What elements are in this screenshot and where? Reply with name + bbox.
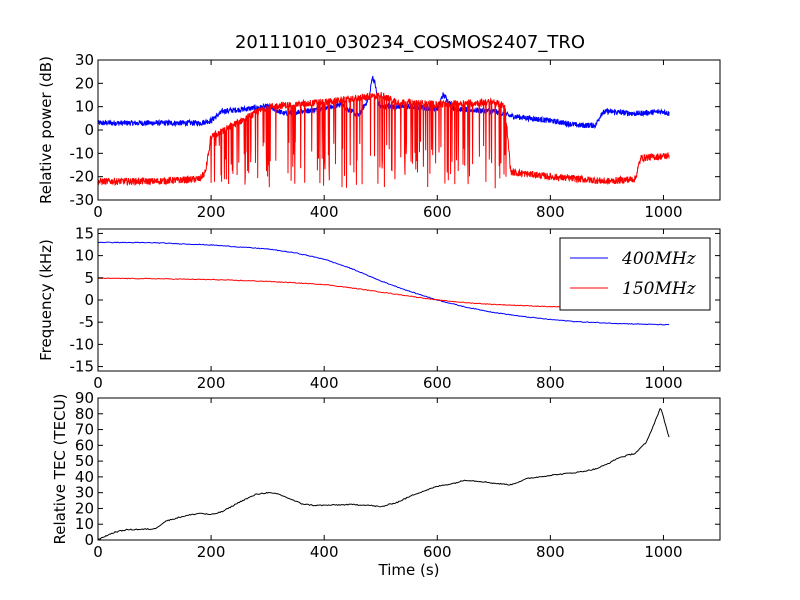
relative-tec-xtick-label: 200 (197, 543, 226, 561)
frequency-series-1-line (98, 241, 670, 326)
relative-tec-ytick-label: 50 (75, 452, 94, 470)
frequency-ylabel: Frequency (kHz) (37, 239, 55, 361)
relative-power-series-1-line (98, 75, 670, 130)
relative-tec-ytick-label: 30 (75, 484, 94, 502)
relative-tec-ytick-label: 90 (75, 389, 94, 407)
panel-frequency: 0 200 400 600 800 1000 -15 -10 -5 0 5 10 15 Frequency… (37, 224, 721, 392)
relative-tec-ytick-label: 40 (75, 468, 94, 486)
frequency-xtick-label: 200 (197, 374, 226, 392)
relative-tec-series-1-line (98, 407, 670, 540)
relative-power-xtick-label: 0 (93, 203, 103, 221)
frequency-ytick-label: 5 (84, 269, 94, 287)
relative-tec-xtick-label: 600 (423, 543, 452, 561)
relative-power-ytick-label: 30 (75, 51, 94, 69)
relative-power-ylabel: Relative power (dB) (37, 56, 55, 204)
panel-relative-power: 0 200 400 600 800 1000 -30 -20 -10 0 10 20 30 Relativ… (37, 51, 721, 221)
frequency-xtick-label: 0 (93, 374, 103, 392)
frequency-ytick-label: -10 (70, 335, 95, 353)
frequency-xtick-label: 400 (310, 374, 339, 392)
frequency-ytick-label: 10 (75, 247, 94, 265)
relative-power-ytick-label: 10 (75, 98, 94, 116)
relative-tec-ytick-label: 0 (84, 531, 94, 549)
relative-power-ytick-label: -10 (70, 144, 95, 162)
relative-power-series-2-line (98, 91, 670, 189)
relative-tec-ylabel: Relative TEC (TECU) (51, 394, 69, 545)
relative-tec-xtick-label: 800 (536, 543, 565, 561)
relative-tec-xlabel: Time (s) (378, 561, 440, 579)
frequency-legend: 400MHz 150MHz (559, 237, 711, 311)
legend-label: 150MHz (622, 279, 697, 299)
frequency-ytick-label: -5 (79, 313, 94, 331)
legend-box (559, 237, 711, 311)
frequency-xtick-label: 600 (423, 374, 452, 392)
relative-power-xtick-label: 600 (423, 203, 452, 221)
relative-tec-xtick-label: 400 (310, 543, 339, 561)
relative-power-xtick-label: 800 (536, 203, 565, 221)
relative-tec-axes-frame (97, 397, 721, 541)
chart-title: 20111010_030234_COSMOS2407_TRO (235, 32, 585, 53)
relative-tec-xtick-label: 1000 (644, 543, 682, 561)
relative-power-xtick-label: 400 (310, 203, 339, 221)
panel-relative-tec: 0 200 400 600 800 10000102030405060708090Rela… (51, 389, 721, 579)
relative-tec-ytick-label: 80 (75, 405, 94, 423)
relative-tec-ytick-label: 10 (75, 515, 94, 533)
legend-label: 400MHz (621, 249, 697, 269)
relative-power-ytick-label: -30 (70, 191, 95, 209)
relative-tec-ytick-label: 70 (75, 421, 94, 439)
frequency-ytick-label: -15 (70, 358, 95, 376)
relative-tec-ytick-label: 60 (75, 436, 94, 454)
frequency-ytick-label: 0 (84, 291, 94, 309)
relative-power-xtick-label: 1000 (644, 203, 682, 221)
relative-power-ytick-label: -20 (70, 168, 95, 186)
relative-tec-xtick-label: 0 (93, 543, 103, 561)
frequency-xtick-label: 800 (536, 374, 565, 392)
frequency-xtick-label: 1000 (644, 374, 682, 392)
relative-power-ytick-label: 20 (75, 74, 94, 92)
relative-power-ytick-label: 0 (84, 121, 94, 139)
relative-power-xtick-label: 200 (197, 203, 226, 221)
frequency-ytick-label: 15 (75, 224, 94, 242)
relative-tec-ytick-label: 20 (75, 499, 94, 517)
